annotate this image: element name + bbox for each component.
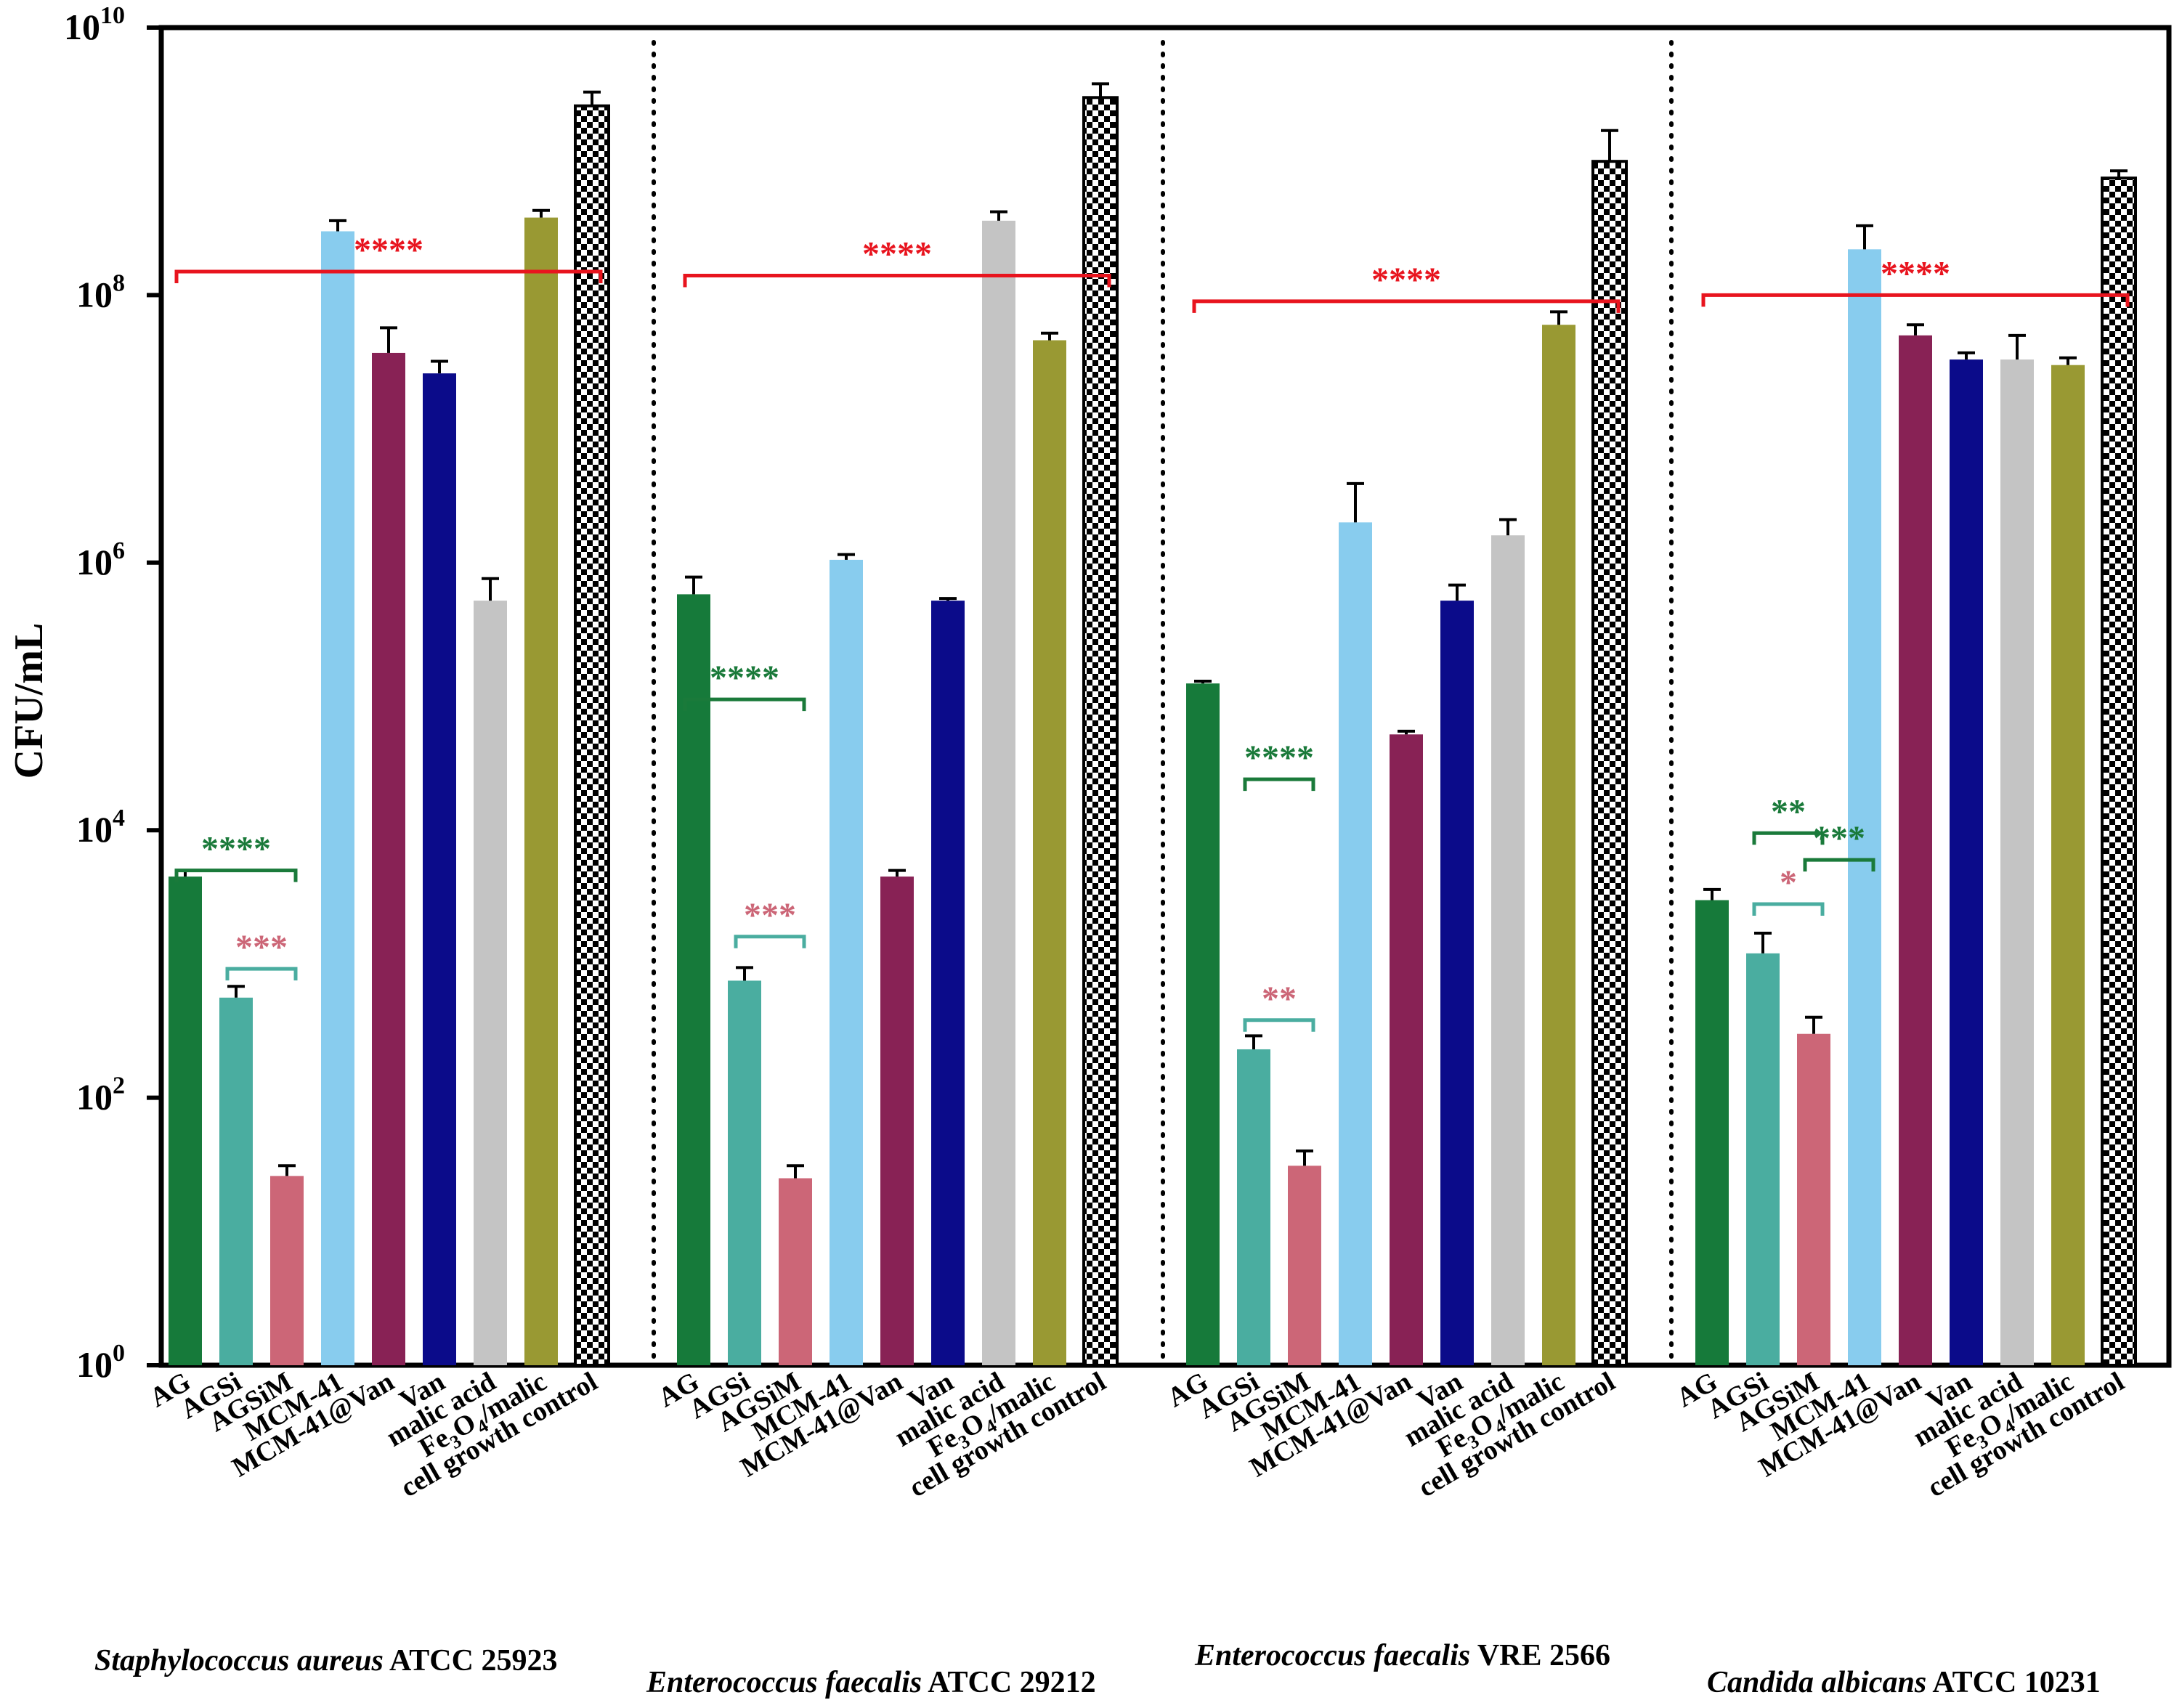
significance-bracket <box>683 697 806 712</box>
group-name: Staphylococcus aureus ATCC 25923 <box>94 1644 557 1678</box>
bar <box>1491 535 1525 1365</box>
group-name: Enterococcus faecalis VRE 2566 <box>1194 1639 1610 1672</box>
y-tick-label: 1010 <box>64 2 125 47</box>
bar <box>1591 160 1628 1367</box>
bar <box>1237 1049 1270 1365</box>
bar <box>1542 325 1575 1365</box>
bars <box>169 82 2137 1367</box>
bar <box>1899 335 1932 1365</box>
y-axis: 100 102 104 106 108 1010 <box>64 2 161 1385</box>
bar <box>1082 96 1119 1367</box>
significance-label: **** <box>710 659 779 697</box>
significance-bracket <box>1752 831 1825 845</box>
y-tick-label: 108 <box>76 269 125 314</box>
significance-label: **** <box>1371 261 1441 299</box>
y-tick-label: 100 <box>76 1340 125 1385</box>
group-separators <box>652 40 1674 1367</box>
bar <box>372 352 405 1365</box>
significance-bracket <box>1243 1018 1315 1032</box>
bar <box>1797 1033 1830 1365</box>
bar <box>524 217 558 1365</box>
significance-bracket <box>225 967 298 981</box>
significance-label: **** <box>354 231 423 269</box>
y-tick-label: 104 <box>76 805 125 850</box>
bar <box>423 373 456 1366</box>
significance-label: **** <box>862 235 932 273</box>
plot-frame <box>158 25 2172 1368</box>
significance-label: **** <box>201 830 271 869</box>
bar <box>1746 953 1780 1365</box>
significance-bracket <box>174 869 298 882</box>
significance-label: * <box>1780 863 1797 902</box>
bar <box>1950 359 1983 1365</box>
significance-bracket <box>1752 902 1825 916</box>
bar <box>677 594 710 1365</box>
bar <box>1186 683 1220 1365</box>
significance-annotations: ****************************************… <box>174 231 2130 1032</box>
bar <box>1440 601 1474 1365</box>
bar <box>474 601 507 1365</box>
significance-bracket <box>1243 777 1315 792</box>
bar <box>1390 734 1423 1365</box>
group-name: Candida albicans ATCC 10231 <box>1707 1666 2101 1699</box>
significance-bracket <box>683 273 1111 288</box>
y-tick-label: 106 <box>76 537 125 582</box>
significance-bracket <box>1701 293 2130 307</box>
bar <box>1033 340 1066 1365</box>
bar <box>1288 1166 1321 1365</box>
significance-bracket <box>734 935 806 948</box>
bar <box>830 559 863 1365</box>
significance-label: *** <box>235 928 288 967</box>
bar <box>779 1178 812 1365</box>
bar <box>2000 359 2034 1365</box>
significance-label: **** <box>1244 739 1314 777</box>
significance-label: *** <box>1813 819 1865 858</box>
bar <box>321 231 354 1365</box>
bar <box>2101 176 2137 1367</box>
bar <box>169 877 202 1365</box>
bar <box>2051 365 2085 1366</box>
bar <box>880 877 914 1365</box>
significance-bracket <box>1192 299 1621 313</box>
group-names: Staphylococcus aureus ATCC 25923 Enteroco… <box>94 1639 2101 1699</box>
group-name: Enterococcus faecalis ATCC 29212 <box>646 1666 1096 1699</box>
bar <box>728 980 761 1365</box>
y-axis-label: CFU/mL <box>7 623 52 779</box>
significance-label: *** <box>744 896 796 935</box>
significance-bracket <box>1803 858 1875 872</box>
bar <box>1848 249 1881 1366</box>
significance-bracket <box>174 269 603 283</box>
bar <box>219 997 253 1365</box>
y-tick-label: 102 <box>76 1073 125 1118</box>
bar <box>574 104 610 1367</box>
significance-label: **** <box>1881 254 1950 293</box>
significance-label: ** <box>1771 792 1806 831</box>
bar <box>1339 522 1372 1365</box>
bar <box>1695 900 1729 1365</box>
significance-label: ** <box>1262 980 1297 1018</box>
bar <box>931 601 965 1365</box>
bar <box>982 220 1015 1365</box>
bar <box>270 1176 304 1365</box>
